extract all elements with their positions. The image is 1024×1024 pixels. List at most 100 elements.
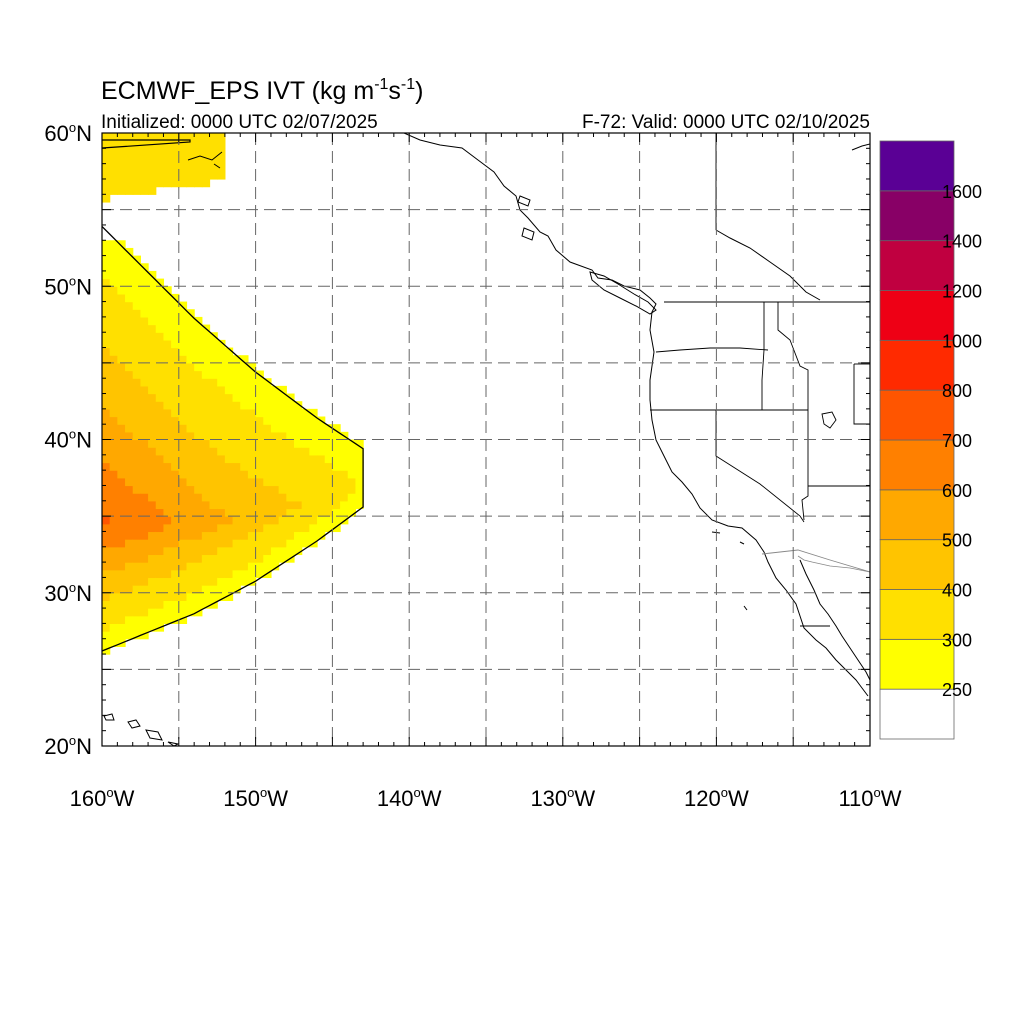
ivt-cell (163, 378, 172, 387)
ivt-cell (309, 500, 318, 510)
ivt-cell (109, 347, 118, 356)
ivt-cell (163, 301, 172, 310)
ivt-cell (201, 493, 211, 502)
ivt-cell (209, 462, 218, 471)
ivt-cell (178, 362, 188, 372)
ivt-cell (125, 370, 134, 379)
ivt-cell (194, 523, 203, 533)
ivt-cell (209, 140, 218, 149)
ivt-cell (102, 477, 111, 487)
ivt-cell (132, 539, 141, 548)
ivt-cell (247, 508, 257, 517)
ivt-cell (347, 462, 357, 471)
ivt-cell (125, 378, 134, 387)
ivt-cell (194, 585, 203, 594)
ivt-cell (278, 424, 287, 433)
ivt-cell (186, 309, 195, 318)
ivt-cell (255, 401, 264, 410)
ivt-cell (217, 439, 226, 448)
ivt-cell (171, 608, 180, 617)
ivt-cell (117, 385, 126, 395)
ivt-cell (132, 500, 141, 510)
ivt-cell (171, 316, 180, 326)
ivt-cell (201, 462, 211, 471)
ivt-cell (171, 393, 180, 402)
ivt-cell (201, 385, 211, 395)
lat-label: 50oN (44, 273, 92, 299)
ivt-cell (317, 485, 326, 494)
ivt-cell (347, 493, 357, 502)
ivt-cell (117, 523, 126, 533)
ivt-cell (125, 416, 134, 425)
ivt-cell (125, 608, 134, 617)
ivt-cell (355, 470, 364, 479)
ivt-cell (217, 355, 226, 364)
ivt-cell (132, 470, 141, 479)
ivt-cell (117, 416, 126, 425)
ivt-cell (148, 608, 157, 617)
ivt-cell (140, 263, 149, 272)
ivt-cell (324, 477, 333, 487)
ivt-cell (255, 508, 264, 517)
ivt-cell (278, 439, 287, 448)
ivt-cell (102, 355, 111, 364)
ivt-cell (155, 301, 165, 310)
ivt-cell (340, 439, 349, 448)
ivt-cell (148, 447, 157, 456)
ivt-cell (317, 531, 326, 540)
ivt-cell (240, 362, 249, 372)
ivt-cell (163, 316, 172, 326)
ivt-cell (286, 439, 295, 448)
colorbar-box (879, 439, 955, 491)
ivt-cell (232, 431, 241, 441)
ivt-cell (217, 362, 226, 372)
ivt-cell (132, 631, 141, 640)
ivt-cell (178, 577, 188, 586)
ivt-cell (125, 155, 134, 165)
ivt-cell (186, 332, 195, 341)
ivt-cell (278, 531, 287, 540)
ivt-cell (125, 554, 134, 563)
ivt-cell (186, 585, 195, 594)
ivt-cell (148, 577, 157, 586)
ivt-cell (194, 424, 203, 433)
ivt-cell (263, 378, 272, 387)
ivt-cell (194, 378, 203, 387)
ivt-cell (224, 477, 234, 487)
ivt-cell (148, 278, 157, 287)
ivt-cell (224, 447, 234, 456)
ivt-cell (117, 623, 126, 632)
ivt-cell (163, 171, 172, 180)
ivt-cell (148, 347, 157, 356)
ivt-cell (232, 531, 241, 540)
ivt-cell (209, 447, 218, 456)
ivt-cell (209, 163, 218, 172)
ivt-cell (132, 301, 141, 310)
ivt-cell (171, 171, 180, 180)
ivt-cell (286, 447, 295, 456)
ivt-cell (109, 493, 118, 502)
ivt-cell (286, 539, 295, 548)
ivt-cell (217, 401, 226, 410)
ivt-cell (194, 408, 203, 418)
ivt-cell (155, 362, 165, 372)
ivt-cell (117, 631, 126, 640)
ivt-cell (294, 493, 303, 502)
ivt-cell (140, 539, 149, 548)
ivt-cell (340, 470, 349, 479)
colorbar-box (879, 589, 955, 640)
ivt-cell (178, 447, 188, 456)
ivt-cell (140, 608, 149, 617)
ivt-cell (194, 477, 203, 487)
ivt-cell (163, 585, 172, 594)
ivt-cell (186, 516, 195, 525)
ivt-cell (324, 424, 333, 433)
ivt-cell (125, 523, 134, 533)
ivt-cell (209, 148, 218, 157)
ivt-cell (148, 270, 157, 280)
ivt-cell (278, 500, 287, 510)
ivt-cell (294, 447, 303, 456)
ivt-cell (109, 462, 118, 471)
ivt-cell (247, 577, 257, 586)
ivt-cell (286, 493, 295, 502)
